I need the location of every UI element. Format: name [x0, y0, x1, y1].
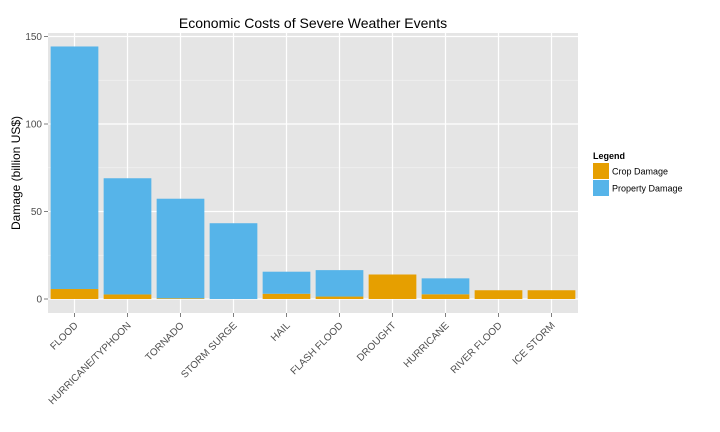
y-tick-label: 0 [36, 295, 42, 306]
legend-label: Crop Damage [612, 167, 668, 177]
y-tick-label: 150 [25, 32, 42, 43]
legend-title: Legend [593, 151, 625, 161]
bar-crop-damage [315, 296, 364, 299]
x-tick-label: ICE STORM [511, 320, 558, 367]
bar-property-damage [103, 178, 152, 295]
y-tick-label: 50 [31, 207, 43, 218]
bars [50, 46, 576, 299]
x-tick-label: HAIL [269, 320, 293, 344]
bar-crop-damage [527, 290, 576, 299]
legend-swatch [593, 180, 609, 196]
bar-property-damage [209, 223, 258, 299]
legend: Legend Crop Damage Property Damage [593, 151, 683, 196]
bar-crop-damage [156, 298, 205, 299]
bar-property-damage [315, 270, 364, 297]
x-tick-label: FLASH FLOOD [289, 320, 346, 377]
bar-crop-damage [474, 290, 523, 299]
bar-property-damage [262, 271, 311, 294]
chart-title: Economic Costs of Severe Weather Events [179, 15, 447, 31]
y-axis: 0 50 100 150 [25, 32, 48, 306]
bar-crop-damage [368, 274, 417, 299]
y-tick-label: 100 [25, 120, 42, 131]
legend-label: Property Damage [612, 184, 683, 194]
legend-items: Crop Damage Property Damage [593, 163, 683, 196]
bar-crop-damage [103, 294, 152, 299]
bar-property-damage [50, 46, 99, 290]
bar-crop-damage [50, 289, 99, 299]
x-tick-label: RIVER FLOOD [449, 320, 505, 376]
bar-property-damage [421, 278, 470, 295]
x-tick-label: STORM SURGE [179, 320, 240, 381]
legend-swatch [593, 163, 609, 179]
bar-property-damage [156, 198, 205, 299]
bar-crop-damage [262, 293, 311, 299]
x-tick-label: FLOOD [48, 320, 80, 352]
y-axis-title: Damage (billion US$) [9, 116, 23, 230]
bar-crop-damage [421, 294, 470, 299]
x-tick-label: TORNADO [144, 320, 187, 363]
x-tick-label: HURRICANE [402, 320, 452, 370]
x-tick-label: DROUGHT [355, 320, 399, 364]
